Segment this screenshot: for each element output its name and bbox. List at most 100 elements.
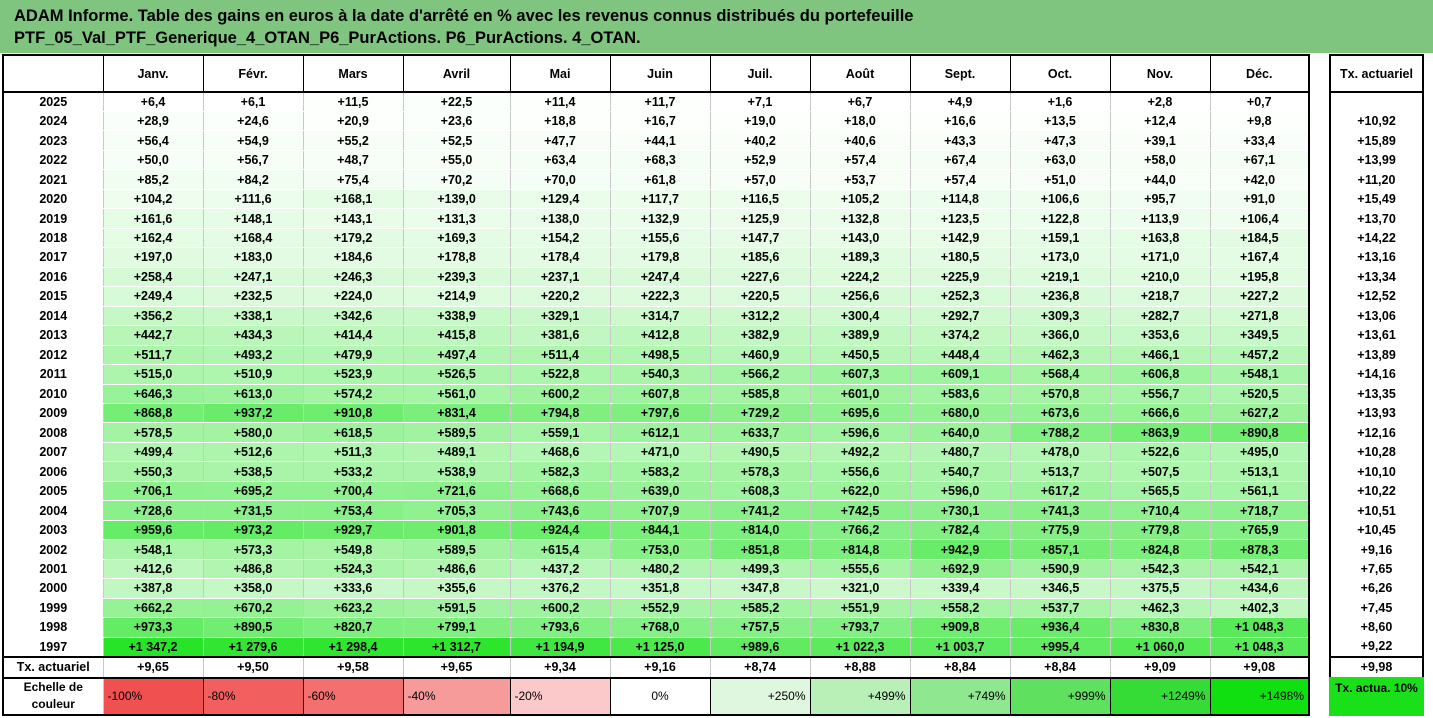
table-row: 2012 +511,7 +493,2 +479,9 +497,4 +511,4 +498,5…	[3, 345, 1310, 366]
value-cell: +256,6	[809, 286, 911, 307]
value-cell: +180,5	[909, 247, 1011, 268]
value-cell: +63,0	[1009, 150, 1111, 171]
color-scale-swatch: -60%	[302, 676, 403, 716]
table-row: 2021 +85,2 +84,2 +75,4 +70,2 +70,0 +61,8 +57,0 +…	[3, 169, 1310, 190]
table-row: 2000 +387,8 +358,0 +333,6 +355,6 +376,2 +351,8…	[3, 578, 1310, 599]
value-cell: +117,7	[609, 189, 711, 210]
value-cell: +178,4	[509, 247, 611, 268]
actuarial-value	[1330, 92, 1423, 111]
value-cell: +743,6	[509, 500, 611, 521]
value-cell: +314,7	[609, 306, 711, 327]
value-cell: +793,6	[509, 617, 611, 638]
actuarial-value: +13,35	[1357, 386, 1396, 401]
table-row: 1999 +662,2 +670,2 +623,2 +591,5 +600,2 +552,9…	[3, 598, 1310, 619]
actuarial-row: +11,20	[1330, 170, 1423, 189]
actuarial-value: +10,10	[1357, 464, 1396, 479]
value-cell: +566,2	[709, 364, 811, 385]
year-cell: 1999	[3, 598, 104, 619]
value-cell: +18,0	[809, 111, 911, 132]
value-cell: +349,5	[1209, 325, 1310, 346]
value-cell: +437,2	[509, 559, 611, 580]
table-row: 2016 +258,4 +247,1 +246,3 +239,3 +237,1 +247,4…	[3, 267, 1310, 288]
value-cell: +524,3	[302, 559, 404, 580]
actuarial-row	[1330, 92, 1423, 111]
value-cell: +522,6	[1109, 442, 1211, 463]
value-cell: +596,0	[909, 481, 1011, 502]
year-cell: 2008	[3, 422, 104, 443]
value-cell: +890,8	[1209, 422, 1310, 443]
value-cell: +28,9	[102, 111, 204, 132]
value-cell: +236,8	[1009, 286, 1111, 307]
value-cell: +22,5	[402, 92, 511, 112]
value-cell: +1 312,7	[402, 637, 511, 658]
value-cell: +129,4	[509, 189, 611, 210]
value-cell: +1 347,2	[102, 637, 204, 658]
value-cell: +16,6	[909, 111, 1011, 132]
value-cell: +646,3	[102, 384, 204, 405]
value-cell: +497,4	[402, 345, 511, 366]
actuarial-value: +13,99	[1357, 153, 1396, 168]
value-cell: +542,1	[1209, 559, 1310, 580]
actuarial-rate-table: Tx. actuariel +10,92 +15,89 +13,99 +11,20 +1…	[1329, 54, 1424, 679]
year-cell: 2017	[3, 247, 104, 268]
value-cell: +757,5	[709, 617, 811, 638]
value-cell: +61,8	[609, 169, 711, 190]
year-cell: 2020	[3, 189, 104, 210]
value-cell: +39,1	[1109, 130, 1211, 151]
actuarial-value: +7,45	[1360, 600, 1393, 615]
actuarial-value: +9,22	[1360, 639, 1393, 654]
value-cell: +376,2	[509, 578, 611, 599]
value-cell: +878,3	[1209, 539, 1310, 560]
value-cell: +499,4	[102, 442, 204, 463]
column-header: Févr.	[202, 55, 303, 93]
value-cell: +591,5	[402, 598, 511, 619]
average-value: +9,09	[1109, 655, 1211, 679]
value-cell: +814,0	[709, 520, 811, 541]
value-cell: +57,4	[809, 150, 911, 171]
actuarial-row: +15,49	[1330, 189, 1423, 208]
value-cell: +0,7	[1209, 92, 1310, 112]
actuarial-row: +9,22	[1330, 637, 1423, 656]
value-cell: +132,9	[609, 208, 711, 229]
average-actuarial-value: +9,98	[1330, 655, 1423, 678]
value-cell: +793,7	[809, 617, 911, 638]
value-cell: +909,8	[909, 617, 1011, 638]
value-cell: +633,7	[709, 422, 811, 443]
value-cell: +959,6	[102, 520, 204, 541]
value-cell: +57,4	[909, 169, 1011, 190]
year-cell: 2006	[3, 461, 104, 482]
value-cell: +220,5	[709, 286, 811, 307]
actuarial-row: +13,35	[1330, 384, 1423, 403]
value-cell: +448,4	[909, 345, 1011, 366]
column-header: Janv.	[102, 55, 203, 93]
year-cell: 2021	[3, 169, 104, 190]
value-cell: +462,3	[1009, 345, 1111, 366]
actuarial-row: +13,70	[1330, 209, 1423, 228]
value-cell: +44,0	[1109, 169, 1211, 190]
actuarial-row: +12,52	[1330, 287, 1423, 306]
value-cell: +55,2	[302, 130, 404, 151]
value-cell: +480,2	[609, 559, 711, 580]
value-cell: +179,8	[609, 247, 711, 268]
actuarial-row: +14,22	[1330, 228, 1423, 247]
value-cell: +148,1	[202, 208, 304, 229]
report-title: ADAM Informe. Table des gains en euros à…	[0, 0, 1433, 53]
value-cell: +84,2	[202, 169, 304, 190]
value-cell: +775,9	[1009, 520, 1111, 541]
table-row: 2007 +499,4 +512,6 +511,3 +489,1 +468,6 +471,0…	[3, 442, 1310, 463]
value-cell: +515,0	[102, 364, 204, 385]
actuarial-row: +13,06	[1330, 306, 1423, 325]
value-cell: +731,5	[202, 500, 304, 521]
value-cell: +742,5	[809, 500, 911, 521]
table-row: 2009 +868,8 +937,2 +910,8 +831,4 +794,8 +797,6…	[3, 403, 1310, 424]
value-cell: +627,2	[1209, 403, 1310, 424]
actuarial-value: +11,20	[1357, 172, 1396, 187]
actuarial-value: +13,34	[1357, 269, 1396, 284]
value-cell: +666,6	[1109, 403, 1211, 424]
value-cell: +942,9	[909, 539, 1011, 560]
value-cell: +55,0	[402, 150, 511, 171]
average-value: +9,65	[102, 655, 204, 679]
value-cell: +53,7	[809, 169, 911, 190]
value-cell: +507,5	[1109, 461, 1211, 482]
value-cell: +169,3	[402, 228, 511, 249]
